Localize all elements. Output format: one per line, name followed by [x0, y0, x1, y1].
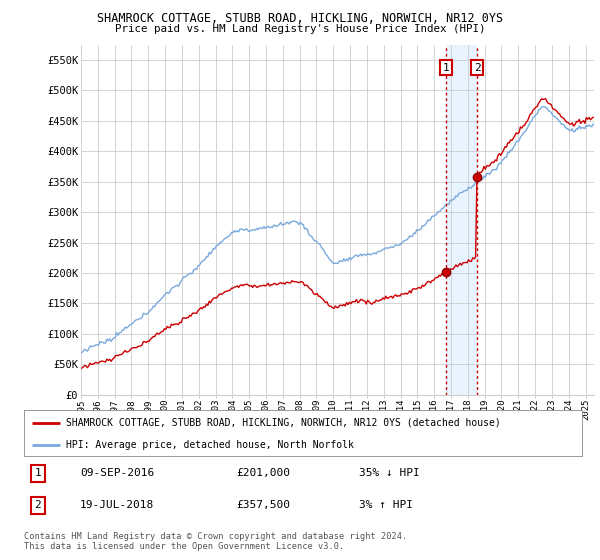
Text: £201,000: £201,000: [236, 468, 290, 478]
Text: 09-SEP-2016: 09-SEP-2016: [80, 468, 154, 478]
Text: 19-JUL-2018: 19-JUL-2018: [80, 501, 154, 510]
Text: 2: 2: [35, 501, 41, 510]
Text: 1: 1: [442, 63, 449, 73]
Text: 3% ↑ HPI: 3% ↑ HPI: [359, 501, 413, 510]
Text: Contains HM Land Registry data © Crown copyright and database right 2024.
This d: Contains HM Land Registry data © Crown c…: [24, 532, 407, 552]
Text: 1: 1: [35, 468, 41, 478]
Text: SHAMROCK COTTAGE, STUBB ROAD, HICKLING, NORWICH, NR12 0YS: SHAMROCK COTTAGE, STUBB ROAD, HICKLING, …: [97, 12, 503, 25]
Text: £357,500: £357,500: [236, 501, 290, 510]
Text: SHAMROCK COTTAGE, STUBB ROAD, HICKLING, NORWICH, NR12 0YS (detached house): SHAMROCK COTTAGE, STUBB ROAD, HICKLING, …: [66, 418, 500, 428]
Bar: [446, 45, 477, 395]
Text: 35% ↓ HPI: 35% ↓ HPI: [359, 468, 419, 478]
Text: 2: 2: [474, 63, 481, 73]
Text: HPI: Average price, detached house, North Norfolk: HPI: Average price, detached house, Nort…: [66, 440, 354, 450]
Text: Price paid vs. HM Land Registry's House Price Index (HPI): Price paid vs. HM Land Registry's House …: [115, 24, 485, 34]
